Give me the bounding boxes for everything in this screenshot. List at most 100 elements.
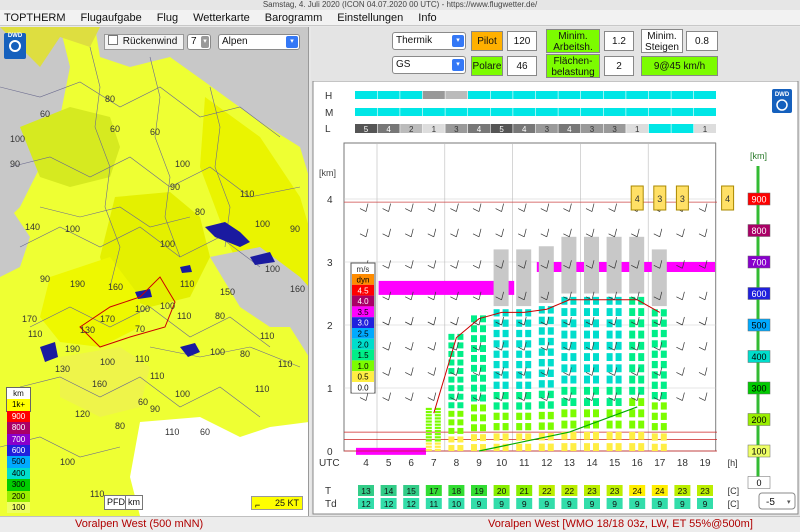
pilot-label: Pilot [477,36,497,47]
menu-flugaufgabe[interactable]: Flugaufgabe [80,11,142,24]
ms-legend-swatch [352,317,374,328]
cloud-h-cell [400,91,423,99]
Td-value: 9 [499,499,504,509]
wind-barb [495,228,504,238]
cloud-h-cell [694,91,716,99]
legend-item: 300 [7,479,30,491]
contour-label: 110 [90,489,104,499]
menu-einstellungen[interactable]: Einstellungen [337,11,404,24]
dwd-logo-text: DWD [7,33,23,39]
temp-offset-select[interactable]: -5 ▾ [758,492,796,510]
thermal-column [425,407,441,451]
T-label: T [325,486,331,497]
min-steigen-field[interactable]: 0.8 [686,31,718,51]
cloud-h-cell [468,91,490,99]
Td-value: 9 [477,499,482,509]
alt-scale-item: 800 [747,224,771,237]
T-value: 22 [542,486,552,496]
thermal-column [584,236,599,451]
menu-toptherm[interactable]: TOPTHERM [4,11,66,24]
pilot-button[interactable]: Pilot [471,31,503,51]
wind-barb [495,316,504,326]
wind-barb [382,203,391,212]
thermal-column [516,249,532,451]
wind-scale-label: 25 KT [274,498,299,508]
menubar: TOPTHERM Flugaufgabe Flug Wetterkarte Ba… [0,10,800,26]
menu-info[interactable]: Info [418,11,437,24]
cloud-block [561,236,577,294]
min-arbeitshoehe-field[interactable]: 1.2 [604,31,634,51]
wind-barb [427,392,437,401]
ms-legend-swatch [352,382,374,393]
tailwind-checkbox[interactable] [108,35,118,45]
wind-barb [427,203,437,212]
menu-barogramm[interactable]: Barogramm [264,11,323,24]
wind-barb [472,203,482,212]
cloud-h-cell [603,91,626,99]
pilot-value-field[interactable]: 120 [507,31,537,51]
contour-label: 60 [138,397,148,407]
ms-legend-label: 4.5 [357,286,369,295]
flaechenbelastung-field[interactable]: 2 [604,56,634,76]
cloud-h-cell [490,91,513,99]
wind-barb [585,260,595,269]
min-arbeit-value: 1.2 [612,36,626,47]
cloud-l-cell [445,124,468,133]
alt-unit: [km] [750,151,767,161]
min-arbeitshoehe-button[interactable]: Minim. Arbeitsh. [546,29,600,53]
contour-label: 140 [25,222,40,232]
polare-label: Polare [472,61,502,72]
cloud-block [584,236,599,294]
menu-wetterkarte[interactable]: Wetterkarte [193,11,250,24]
glider-select[interactable]: GS ▾ [392,56,466,74]
y-tick-label: 4 [327,195,333,206]
inversion-band [536,262,715,272]
x-tick-label: 10 [496,458,508,469]
region-select[interactable]: Alpen ▾ [218,34,300,50]
flaechenbelastung-button[interactable]: Flächen- belastung [546,54,600,78]
Td-cell: 9 [516,498,533,509]
T-cell: 24 [629,485,646,496]
x-unit: [h] [728,458,738,468]
tailwind-value-select[interactable]: 7 ▾ [187,34,211,50]
wind-barb [676,228,685,238]
T-cell: 13 [358,485,374,496]
cloud-l-cell [400,124,423,133]
alt-scale-item: 100 [747,444,771,458]
alt-scale-item: 700 [747,255,771,269]
polare-value-field[interactable]: 46 [507,56,537,76]
contour-label: 100 [175,389,190,399]
ms-legend-label: 4.0 [357,297,369,306]
min-steigen-button[interactable]: Minim. Steigen [641,29,683,53]
cloud-h-cell [626,91,649,99]
cloud-h-cell [422,91,445,99]
wind-barb [427,291,437,301]
Td-value: 11 [429,499,438,509]
wind-barb [540,291,550,301]
result-display: 9@45 km/h [641,56,718,76]
menu-flug[interactable]: Flug [156,11,179,24]
contour-label: 110 [278,359,292,369]
wind-barb [382,342,391,351]
cloud-m-cell [671,108,694,116]
wind-barb [653,291,663,301]
contour-label: 110 [28,329,42,339]
ms-legend-label: 2.5 [357,330,369,339]
cumulus-cloud-value: 3 [680,194,685,204]
cloud-l-cell [671,124,694,133]
mode-select[interactable]: Thermik ▾ [392,32,466,50]
polare-button[interactable]: Polare [471,56,503,76]
km-control[interactable]: km [125,495,143,510]
T-cell: 15 [403,485,420,496]
map-altitude-legend: km 1k+ 900 800 700 600 500 400 300 200 100 [6,387,31,514]
T-cell: 19 [471,485,487,496]
tailwind-control[interactable]: Rückenwind [104,34,184,50]
legend-item: 1k+ [7,399,30,411]
cloud-l-cell [377,124,400,133]
x-tick-label: 17 [654,458,666,469]
contour-label: 100 [100,357,115,367]
pfd-control[interactable]: PFD [104,495,128,510]
cloud-l-cell [535,124,558,133]
